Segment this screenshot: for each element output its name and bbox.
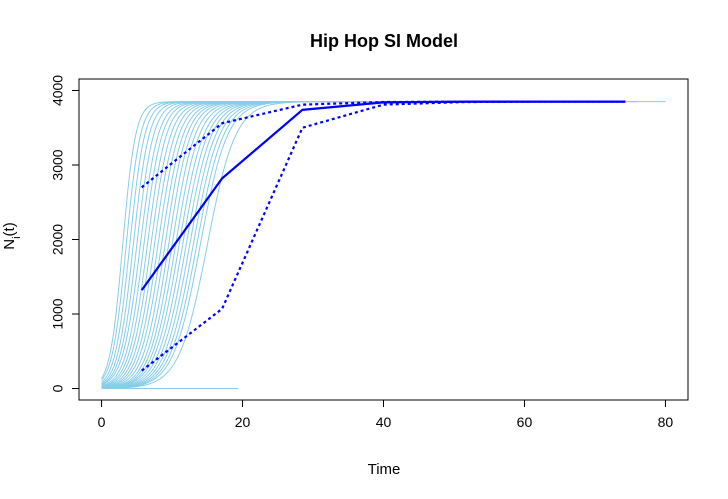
simulation-curve <box>101 101 497 388</box>
y-tick-label: 1000 <box>50 298 66 329</box>
summary-series <box>140 100 626 372</box>
simulation-curves <box>101 101 666 390</box>
simulation-curve <box>101 101 511 388</box>
y-tick-label: 4000 <box>50 75 66 106</box>
y-axis: 0 1000 2000 3000 4000 <box>50 75 80 392</box>
y-axis-label-suffix: (t) <box>1 222 18 236</box>
x-tick-label: 0 <box>98 414 106 430</box>
svg-text:Ni(t): Ni(t) <box>1 222 23 249</box>
simulation-curve <box>101 101 426 389</box>
y-tick-label: 2000 <box>50 224 66 255</box>
simulation-curve <box>101 101 539 388</box>
simulation-curve <box>101 101 553 387</box>
plot-frame <box>78 78 689 401</box>
simulation-curve <box>101 101 469 389</box>
chart-title: Hip Hop SI Model <box>310 31 458 51</box>
x-axis: 0 20 40 60 80 <box>98 399 674 430</box>
y-tick-label: 0 <box>50 384 66 392</box>
lower-line <box>141 100 626 372</box>
simulation-curve <box>101 101 370 389</box>
simulation-curve <box>101 101 581 386</box>
y-axis-label: Ni(t) <box>1 222 23 249</box>
upper-line <box>141 100 626 189</box>
y-axis-label-main: N <box>1 239 18 250</box>
simulation-curve <box>101 101 328 389</box>
x-tick-label: 40 <box>376 414 392 430</box>
simulation-curve <box>101 101 412 389</box>
x-tick-label: 80 <box>658 414 674 430</box>
simulation-curve <box>101 101 342 389</box>
x-axis-label: Time <box>368 461 401 478</box>
simulation-curve <box>101 101 638 381</box>
y-axis-label-subscript: i <box>11 236 23 238</box>
x-tick-label: 60 <box>517 414 533 430</box>
y-tick-label: 3000 <box>50 149 66 180</box>
x-tick-label: 20 <box>235 414 251 430</box>
